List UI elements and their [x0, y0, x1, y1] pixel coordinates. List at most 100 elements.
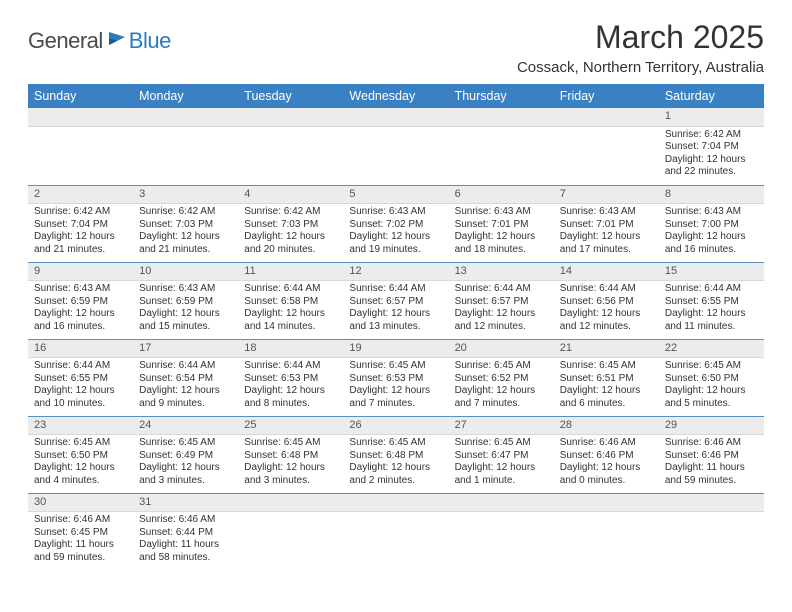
day-content: Sunrise: 6:43 AMSunset: 6:59 PMDaylight:… — [28, 281, 133, 337]
sunset-text: Sunset: 6:55 PM — [665, 296, 758, 309]
daylight-text: Daylight: 12 hours and 6 minutes. — [560, 385, 653, 410]
daylight-text: Daylight: 12 hours and 7 minutes. — [455, 385, 548, 410]
sunrise-text: Sunrise: 6:44 AM — [34, 360, 127, 373]
day-cell: 30Sunrise: 6:46 AMSunset: 6:45 PMDayligh… — [28, 493, 133, 570]
day-header: Thursday — [449, 84, 554, 108]
day-cell: 7Sunrise: 6:43 AMSunset: 7:01 PMDaylight… — [554, 185, 659, 262]
day-content: Sunrise: 6:42 AMSunset: 7:04 PMDaylight:… — [659, 127, 764, 183]
sunrise-text: Sunrise: 6:45 AM — [560, 360, 653, 373]
sunset-text: Sunset: 6:44 PM — [139, 527, 232, 540]
day-content: Sunrise: 6:44 AMSunset: 6:55 PMDaylight:… — [28, 358, 133, 414]
day-number: 24 — [133, 417, 238, 436]
day-number: 12 — [343, 263, 448, 282]
week-row: 9Sunrise: 6:43 AMSunset: 6:59 PMDaylight… — [28, 262, 764, 339]
day-header: Monday — [133, 84, 238, 108]
sunset-text: Sunset: 6:48 PM — [244, 450, 337, 463]
day-cell — [449, 108, 554, 185]
day-number — [133, 108, 238, 127]
day-header: Friday — [554, 84, 659, 108]
daylight-text: Daylight: 12 hours and 8 minutes. — [244, 385, 337, 410]
day-content: Sunrise: 6:44 AMSunset: 6:58 PMDaylight:… — [238, 281, 343, 337]
daylight-text: Daylight: 12 hours and 4 minutes. — [34, 462, 127, 487]
logo-text-blue: Blue — [129, 28, 171, 54]
day-number — [238, 494, 343, 513]
sunset-text: Sunset: 6:59 PM — [139, 296, 232, 309]
day-content: Sunrise: 6:43 AMSunset: 7:01 PMDaylight:… — [449, 204, 554, 260]
day-content: Sunrise: 6:45 AMSunset: 6:49 PMDaylight:… — [133, 435, 238, 491]
sunrise-text: Sunrise: 6:43 AM — [349, 206, 442, 219]
day-content: Sunrise: 6:45 AMSunset: 6:53 PMDaylight:… — [343, 358, 448, 414]
day-number: 22 — [659, 340, 764, 359]
day-cell — [554, 108, 659, 185]
day-number: 13 — [449, 263, 554, 282]
sunrise-text: Sunrise: 6:46 AM — [665, 437, 758, 450]
daylight-text: Daylight: 12 hours and 19 minutes. — [349, 231, 442, 256]
day-cell — [238, 493, 343, 570]
daylight-text: Daylight: 11 hours and 58 minutes. — [139, 539, 232, 564]
sunset-text: Sunset: 7:01 PM — [560, 219, 653, 232]
day-cell: 27Sunrise: 6:45 AMSunset: 6:47 PMDayligh… — [449, 416, 554, 493]
day-content: Sunrise: 6:45 AMSunset: 6:50 PMDaylight:… — [659, 358, 764, 414]
day-cell: 19Sunrise: 6:45 AMSunset: 6:53 PMDayligh… — [343, 339, 448, 416]
day-number: 15 — [659, 263, 764, 282]
day-content: Sunrise: 6:44 AMSunset: 6:55 PMDaylight:… — [659, 281, 764, 337]
sunrise-text: Sunrise: 6:45 AM — [665, 360, 758, 373]
sunset-text: Sunset: 6:57 PM — [455, 296, 548, 309]
day-number — [343, 494, 448, 513]
day-number: 19 — [343, 340, 448, 359]
daylight-text: Daylight: 12 hours and 16 minutes. — [665, 231, 758, 256]
day-header-row: Sunday Monday Tuesday Wednesday Thursday… — [28, 84, 764, 108]
day-number: 30 — [28, 494, 133, 513]
sunset-text: Sunset: 6:55 PM — [34, 373, 127, 386]
day-content: Sunrise: 6:44 AMSunset: 6:57 PMDaylight:… — [343, 281, 448, 337]
daylight-text: Daylight: 12 hours and 21 minutes. — [34, 231, 127, 256]
day-content: Sunrise: 6:42 AMSunset: 7:03 PMDaylight:… — [133, 204, 238, 260]
day-number: 9 — [28, 263, 133, 282]
day-cell: 29Sunrise: 6:46 AMSunset: 6:46 PMDayligh… — [659, 416, 764, 493]
day-cell: 31Sunrise: 6:46 AMSunset: 6:44 PMDayligh… — [133, 493, 238, 570]
day-number: 7 — [554, 186, 659, 205]
sunrise-text: Sunrise: 6:45 AM — [34, 437, 127, 450]
daylight-text: Daylight: 12 hours and 17 minutes. — [560, 231, 653, 256]
sunset-text: Sunset: 6:53 PM — [244, 373, 337, 386]
day-content: Sunrise: 6:46 AMSunset: 6:45 PMDaylight:… — [28, 512, 133, 568]
location: Cossack, Northern Territory, Australia — [517, 59, 764, 76]
day-content: Sunrise: 6:42 AMSunset: 7:04 PMDaylight:… — [28, 204, 133, 260]
sunset-text: Sunset: 7:01 PM — [455, 219, 548, 232]
day-number: 8 — [659, 186, 764, 205]
day-cell: 23Sunrise: 6:45 AMSunset: 6:50 PMDayligh… — [28, 416, 133, 493]
daylight-text: Daylight: 12 hours and 3 minutes. — [139, 462, 232, 487]
sunset-text: Sunset: 6:46 PM — [665, 450, 758, 463]
day-header: Saturday — [659, 84, 764, 108]
daylight-text: Daylight: 12 hours and 13 minutes. — [349, 308, 442, 333]
day-content: Sunrise: 6:45 AMSunset: 6:48 PMDaylight:… — [238, 435, 343, 491]
day-cell: 3Sunrise: 6:42 AMSunset: 7:03 PMDaylight… — [133, 185, 238, 262]
sunset-text: Sunset: 7:03 PM — [244, 219, 337, 232]
day-number — [659, 494, 764, 513]
sunrise-text: Sunrise: 6:43 AM — [455, 206, 548, 219]
day-cell — [28, 108, 133, 185]
sunset-text: Sunset: 6:51 PM — [560, 373, 653, 386]
day-number: 28 — [554, 417, 659, 436]
day-cell — [238, 108, 343, 185]
daylight-text: Daylight: 12 hours and 22 minutes. — [665, 154, 758, 179]
day-number: 11 — [238, 263, 343, 282]
sunrise-text: Sunrise: 6:42 AM — [34, 206, 127, 219]
daylight-text: Daylight: 12 hours and 7 minutes. — [349, 385, 442, 410]
day-number: 5 — [343, 186, 448, 205]
day-number: 1 — [659, 108, 764, 127]
week-row: 30Sunrise: 6:46 AMSunset: 6:45 PMDayligh… — [28, 493, 764, 570]
day-cell — [343, 108, 448, 185]
day-content: Sunrise: 6:45 AMSunset: 6:47 PMDaylight:… — [449, 435, 554, 491]
daylight-text: Daylight: 12 hours and 14 minutes. — [244, 308, 337, 333]
day-number — [238, 108, 343, 127]
sunrise-text: Sunrise: 6:43 AM — [34, 283, 127, 296]
sunrise-text: Sunrise: 6:44 AM — [665, 283, 758, 296]
day-cell — [133, 108, 238, 185]
daylight-text: Daylight: 12 hours and 2 minutes. — [349, 462, 442, 487]
day-cell: 25Sunrise: 6:45 AMSunset: 6:48 PMDayligh… — [238, 416, 343, 493]
sunset-text: Sunset: 6:57 PM — [349, 296, 442, 309]
day-cell: 13Sunrise: 6:44 AMSunset: 6:57 PMDayligh… — [449, 262, 554, 339]
sunrise-text: Sunrise: 6:46 AM — [560, 437, 653, 450]
sunrise-text: Sunrise: 6:45 AM — [244, 437, 337, 450]
